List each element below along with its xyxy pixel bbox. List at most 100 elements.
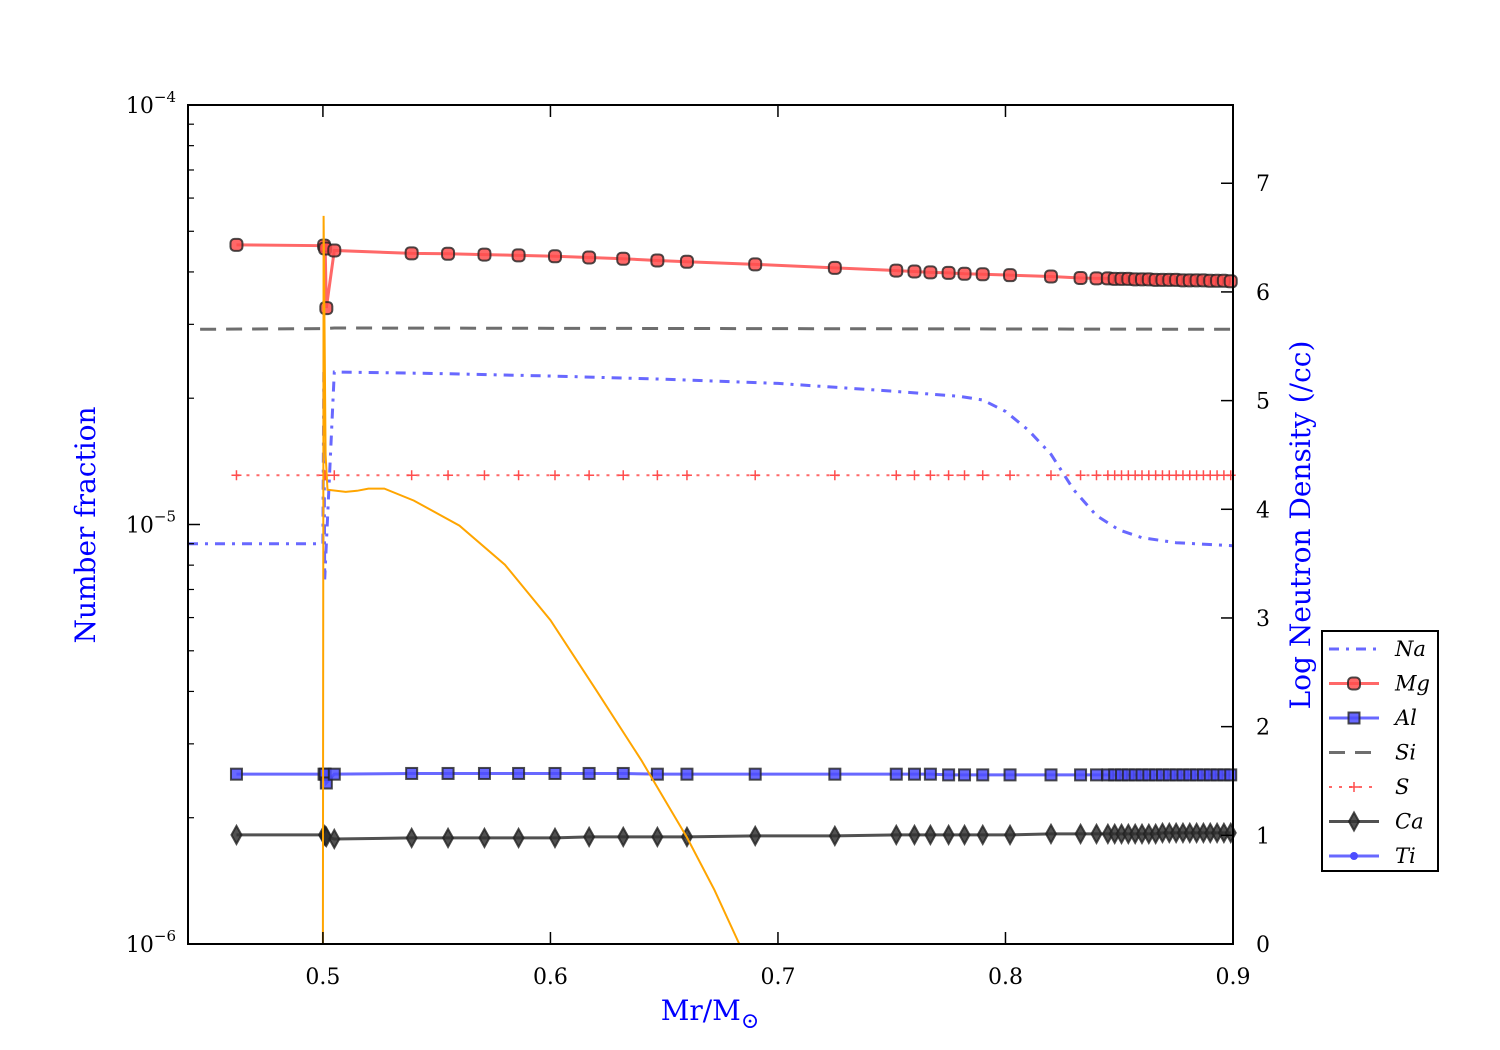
- y-axis-label: Number fraction: [69, 406, 102, 643]
- legend: Na Mg Al Si S Ca Ti: [1321, 630, 1439, 872]
- series-layer: [188, 215, 1238, 945]
- data-point-s: [829, 470, 840, 481]
- legend-item-ca: Ca: [1329, 810, 1424, 834]
- x-tick-label: 0.9: [1216, 965, 1251, 990]
- data-point-s: [943, 470, 954, 481]
- legend-label: Na: [1394, 637, 1426, 661]
- legend-label: Ca: [1395, 810, 1424, 834]
- data-point-mg: [229, 237, 244, 252]
- data-point-al: [319, 776, 333, 790]
- legend-item-s: S: [1329, 775, 1409, 799]
- data-point-ca: [230, 823, 243, 846]
- data-point-mg: [327, 243, 342, 258]
- data-point-s: [618, 470, 629, 481]
- data-point-al: [650, 767, 664, 781]
- tick-layer: 0.5 0.6 0.7 0.8 0.9 10−4 10−5 10−6 0 1 2 3 4 5 6 7: [126, 88, 1270, 990]
- y-right-tick-label: 4: [1256, 498, 1270, 523]
- data-point-ca: [651, 825, 664, 848]
- data-point-s: [513, 470, 524, 481]
- data-point-mg: [957, 266, 972, 281]
- x-tick-label: 0.6: [533, 965, 568, 990]
- data-point-s: [891, 470, 902, 481]
- data-point-mg: [923, 265, 938, 280]
- data-point-al: [512, 766, 526, 780]
- data-point-al: [1044, 768, 1058, 782]
- data-point-mg: [319, 301, 334, 316]
- legend-marker: [1349, 782, 1359, 792]
- data-point-ca: [749, 824, 762, 847]
- data-point-mg: [1003, 268, 1018, 283]
- x-tick-label: 0.7: [760, 965, 795, 990]
- data-point-mg: [547, 249, 562, 264]
- data-point-ca: [405, 826, 418, 849]
- y-tick-label: 10−6: [126, 927, 176, 958]
- data-point-mg: [889, 263, 904, 278]
- legend-marker: [1350, 852, 1358, 860]
- data-point-s: [406, 470, 417, 481]
- series-si: [200, 326, 1234, 331]
- data-point-al: [582, 766, 596, 780]
- data-point-s: [549, 470, 560, 481]
- data-point-mg: [1089, 271, 1104, 286]
- data-point-al: [1089, 768, 1103, 782]
- data-point-ca: [478, 826, 491, 849]
- data-point-ca: [828, 824, 841, 847]
- data-point-ca: [958, 823, 971, 846]
- legend-item-na: Na: [1329, 637, 1426, 661]
- data-point-s: [1225, 470, 1236, 481]
- data-point-al: [889, 767, 903, 781]
- data-point-ca: [617, 825, 630, 848]
- data-point-mg: [941, 265, 956, 280]
- legend-label: S: [1395, 775, 1409, 799]
- data-point-s: [977, 470, 988, 481]
- y-tick-label: 10−5: [126, 508, 176, 539]
- y-right-tick-label: 6: [1256, 281, 1270, 306]
- data-point-mg: [975, 267, 990, 282]
- data-point-s: [443, 470, 454, 481]
- legend-item-al: Al: [1329, 706, 1417, 730]
- data-point-ca: [1074, 822, 1087, 845]
- data-point-s: [584, 470, 595, 481]
- data-point-mg: [1223, 274, 1238, 289]
- data-point-ca: [976, 823, 989, 846]
- data-point-al: [616, 766, 630, 780]
- data-point-s: [479, 470, 490, 481]
- series-ca: [230, 821, 1237, 851]
- data-point-mg: [1043, 269, 1058, 284]
- y-right-tick-label: 1: [1256, 824, 1270, 849]
- data-point-s: [909, 470, 920, 481]
- data-point-ca: [548, 826, 562, 849]
- data-point-mg: [748, 257, 763, 272]
- data-point-mg: [907, 264, 922, 279]
- data-point-al: [1074, 768, 1088, 782]
- data-point-mg: [827, 260, 842, 275]
- data-point-s: [1045, 470, 1056, 481]
- data-point-s: [652, 470, 663, 481]
- data-point-mg: [404, 246, 419, 261]
- data-point-ca: [924, 823, 937, 846]
- data-point-al: [405, 766, 419, 780]
- x-axis-label: Mr/M⊙: [661, 994, 760, 1034]
- y-tick-label: 10−4: [126, 88, 176, 119]
- data-point-ca: [441, 826, 455, 849]
- series-line-si: [200, 326, 1234, 331]
- data-point-s: [231, 470, 242, 481]
- series-al: [229, 766, 1238, 790]
- data-point-al: [1224, 768, 1238, 782]
- data-point-al: [976, 768, 990, 782]
- data-point-ca: [890, 823, 903, 846]
- data-point-ca: [1044, 822, 1058, 845]
- data-point-s: [329, 470, 340, 481]
- y-right-tick-label: 3: [1256, 607, 1270, 632]
- y-right-tick-label: 5: [1256, 390, 1270, 415]
- legend-label: Ti: [1395, 844, 1416, 868]
- data-point-al: [680, 767, 694, 781]
- data-point-ca: [1090, 822, 1103, 845]
- legend-marker: [1347, 711, 1361, 725]
- y-right-tick-label: 2: [1256, 716, 1270, 741]
- legend-label: Si: [1395, 741, 1416, 765]
- neutron-density-line: [321, 215, 741, 945]
- data-point-s: [1005, 470, 1016, 481]
- data-point-ca: [512, 826, 525, 849]
